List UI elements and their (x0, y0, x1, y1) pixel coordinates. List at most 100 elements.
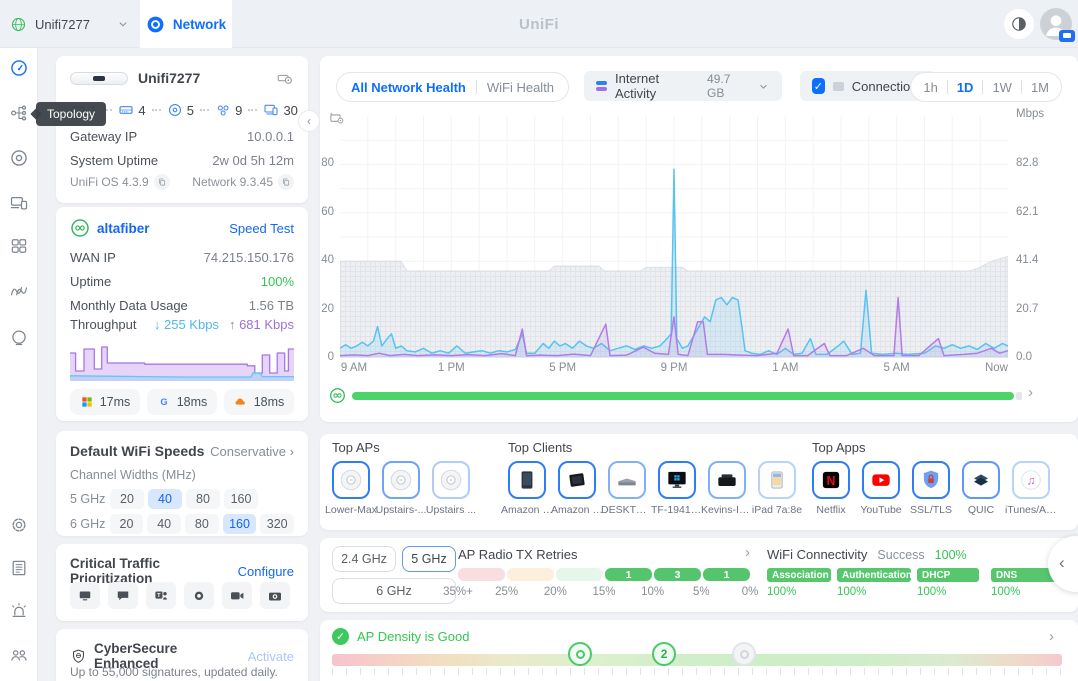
activity-chart[interactable] (339, 116, 1009, 359)
chevron-right-icon[interactable]: › (1049, 628, 1054, 645)
tx-retries-segment (458, 568, 505, 581)
isp-row-uptime: Uptime 100% (70, 273, 294, 289)
teams-icon[interactable]: T (146, 582, 176, 609)
top-app-item[interactable]: QUIC (962, 461, 1000, 516)
admins-icon[interactable] (9, 645, 29, 665)
top-app-item[interactable]: SSL/TLS (910, 461, 952, 516)
desktop-gray-image[interactable] (608, 461, 646, 499)
ipad-silver-image[interactable] (758, 461, 796, 499)
top-client-item[interactable]: Amazon F... (551, 461, 603, 516)
top-app-item[interactable]: N Netflix (812, 461, 850, 516)
top-app-item[interactable]: ♫ iTunes/Ap... (1005, 461, 1057, 516)
top-ap-item[interactable]: Upstairs ... (426, 461, 476, 516)
youtube-image[interactable] (862, 461, 900, 499)
video-call-icon[interactable] (222, 582, 252, 609)
chevron-right-icon[interactable]: › (1028, 384, 1033, 401)
width-option-20[interactable]: 20 (109, 514, 144, 534)
netflix-image[interactable]: N (812, 461, 850, 499)
wifi-speeds-title: Default WiFi Speeds (70, 443, 205, 459)
band-2-4ghz-button[interactable]: 2.4 GHz (332, 546, 396, 572)
internet-activity-dropdown[interactable]: Internet Activity 49.7 GB (584, 71, 782, 101)
tx-tick-label: 5% (693, 586, 710, 598)
network-tab-label: Network (172, 16, 227, 32)
chart-export-icon[interactable] (328, 110, 345, 127)
quic-image[interactable] (962, 461, 1000, 499)
ap-density-count-marker[interactable]: 2 (652, 642, 677, 666)
top-client-item[interactable]: Kevins-IP... (701, 461, 753, 516)
ap-disc-image[interactable] (432, 461, 470, 499)
ap-density-marker-dim[interactable] (732, 642, 757, 666)
camera-icon[interactable] (260, 582, 290, 609)
range-1h[interactable]: 1h (923, 79, 938, 95)
count-ap[interactable]: 5 (167, 102, 194, 118)
device-settings-icon[interactable] (276, 69, 294, 87)
width-option-80[interactable]: 80 (185, 514, 219, 534)
tab-all-network-health[interactable]: All Network Health (351, 79, 466, 95)
connections-checkbox[interactable]: ✓ (812, 78, 825, 94)
range-1M[interactable]: 1M (1030, 79, 1049, 95)
site-switcher[interactable]: Unifi7277 (0, 0, 140, 48)
topology-icon[interactable] (9, 103, 29, 123)
printer-black-image[interactable] (708, 461, 746, 499)
width-option-40[interactable]: 40 (148, 489, 182, 509)
width-option-80[interactable]: 80 (186, 489, 220, 509)
ap-disc-image[interactable] (382, 461, 420, 499)
itunes-image[interactable]: ♫ (1012, 461, 1050, 499)
configure-link[interactable]: Configure (237, 563, 294, 579)
count-mesh[interactable]: 9 (215, 102, 242, 118)
tab-wifi-health[interactable]: WiFi Health (486, 79, 555, 95)
count-switch[interactable]: 4 (118, 102, 146, 118)
devices-icon[interactable] (9, 148, 29, 168)
isp-name[interactable]: altafiber (97, 220, 150, 236)
top-client-item[interactable]: Amazon K... (501, 461, 553, 516)
top-client-item[interactable]: DESKTOP... (601, 461, 653, 516)
fire-tv-image[interactable] (558, 461, 596, 499)
insights-icon[interactable] (9, 328, 29, 348)
collapse-panel-icon[interactable]: ‹ (298, 110, 320, 132)
copy-icon[interactable] (153, 174, 170, 190)
radios-icon[interactable] (9, 281, 29, 301)
band-5ghz-button[interactable]: 5 GHz (402, 546, 456, 572)
screen-share-icon[interactable] (70, 582, 100, 609)
ap-disc-image[interactable] (332, 461, 370, 499)
network-version: Network 9.3.45 (192, 174, 294, 190)
zoom-icon[interactable] (184, 582, 214, 609)
top-ap-item[interactable]: Lower-Max (325, 461, 377, 516)
alerts-icon[interactable] (9, 601, 29, 621)
width-option-20[interactable]: 20 (110, 489, 144, 509)
logs-icon[interactable] (9, 558, 29, 578)
monitor-windows-image[interactable] (658, 461, 696, 499)
top-ap-item[interactable]: Upstairs-... (376, 461, 426, 516)
count-clients[interactable]: 30 (263, 102, 298, 118)
x-axis-label: 1 AM (772, 362, 799, 374)
chevron-right-icon[interactable]: › (745, 544, 750, 561)
tablet-dark-image[interactable] (508, 461, 546, 499)
theme-toggle-icon[interactable] (1004, 9, 1034, 39)
width-option-320[interactable]: 320 (260, 514, 295, 534)
top-client-item[interactable]: iPad 7a:8e (752, 461, 802, 516)
traffic-app-icons: T (70, 582, 290, 609)
ap-density-marker[interactable] (568, 642, 593, 666)
clients-icon[interactable] (9, 193, 29, 213)
band-6ghz-button[interactable]: 6 GHz (332, 578, 456, 604)
top-client-item[interactable]: TF-19412... (651, 461, 703, 516)
tab-network[interactable]: Network (140, 0, 232, 48)
ssl-shield-image[interactable] (912, 461, 950, 499)
stations-icon[interactable] (9, 236, 29, 256)
settings-icon[interactable] (9, 515, 29, 535)
chat-icon[interactable] (108, 582, 138, 609)
width-option-160[interactable]: 160 (222, 514, 257, 534)
wifi-speeds-mode[interactable]: Conservative › (210, 443, 294, 459)
avatar[interactable] (1040, 8, 1075, 42)
width-option-40[interactable]: 40 (147, 514, 181, 534)
width-option-160[interactable]: 160 (224, 489, 258, 509)
range-1W[interactable]: 1W (992, 79, 1012, 95)
copy-icon[interactable] (278, 174, 294, 190)
top-app-item[interactable]: YouTube (860, 461, 902, 516)
activate-link[interactable]: Activate (247, 648, 294, 664)
speed-test-link[interactable]: Speed Test (229, 220, 294, 236)
latency-google: G 18ms (147, 389, 217, 415)
range-1D[interactable]: 1D (956, 79, 974, 95)
dashboard-icon[interactable] (9, 58, 29, 78)
